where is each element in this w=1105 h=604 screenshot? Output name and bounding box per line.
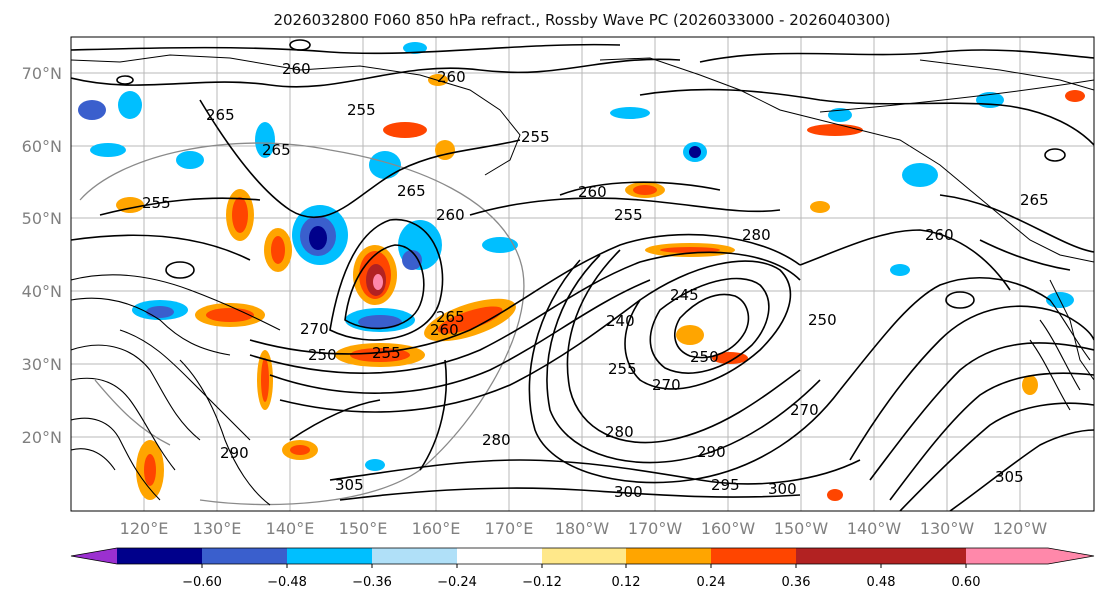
contour-label: 280 <box>742 226 771 244</box>
lon-tick-label: 160°W <box>701 519 756 538</box>
contour-label: 255 <box>608 360 637 378</box>
lon-tick-label: 120°E <box>120 519 169 538</box>
colorbar-tick-label: −0.24 <box>437 575 477 590</box>
contour-label: 245 <box>670 286 699 304</box>
filled-anomalies <box>78 42 1085 501</box>
colorbar-outline <box>70 547 1095 565</box>
lat-tick-label: 20°N <box>22 428 62 447</box>
contour-label: 270 <box>790 401 819 419</box>
colorbar-bin <box>287 548 372 564</box>
lat-tick-label: 60°N <box>22 137 62 156</box>
contour-label: 255 <box>347 101 376 119</box>
colorbar-bin <box>626 548 711 564</box>
contour-label: 250 <box>308 346 337 364</box>
lon-tick-label: 170°W <box>628 519 683 538</box>
colorbar-tick-label: −0.48 <box>267 575 307 590</box>
colorbar-bin <box>542 548 626 564</box>
lat-axis: 70°N 60°N 50°N 40°N 30°N 20°N <box>22 64 62 447</box>
map-content <box>71 37 1094 511</box>
colorbar-ticks <box>201 564 967 568</box>
lat-tick-label: 70°N <box>22 64 62 83</box>
contour-label: 265 <box>397 182 426 200</box>
contour-label: 255 <box>372 344 401 362</box>
lon-tick-label: 130°E <box>193 519 242 538</box>
lon-tick-label: 140°E <box>266 519 315 538</box>
map-frame <box>70 36 1095 512</box>
lat-tick-label: 50°N <box>22 209 62 228</box>
colorbar-tick-label: 0.60 <box>952 575 981 590</box>
contour-label: 250 <box>690 348 719 366</box>
colorbar-bin <box>117 548 202 564</box>
lon-tick-label: 150°W <box>774 519 829 538</box>
contour-label: 250 <box>808 311 837 329</box>
contour-label: 240 <box>606 312 635 330</box>
lon-tick-label: 130°W <box>920 519 975 538</box>
contour-label: 260 <box>578 183 607 201</box>
colorbar-tick-label: −0.12 <box>522 575 562 590</box>
contour-label: 265 <box>1020 191 1049 209</box>
contour-label: 305 <box>335 476 364 494</box>
lon-tick-label: 170°E <box>485 519 534 538</box>
contour-label: 265 <box>436 308 465 326</box>
colorbar-tick-label: 0.48 <box>867 575 896 590</box>
colorbar-bin <box>202 548 287 564</box>
contour-label: 290 <box>220 444 249 462</box>
contour-label: 305 <box>995 468 1024 486</box>
contour-labels: 260 255 265 265 260 255 255 265 260 270 … <box>142 60 1049 501</box>
colorbar-tick-label: −0.60 <box>182 575 222 590</box>
contour-label: 265 <box>206 106 235 124</box>
colorbar-tick-label: 0.24 <box>697 575 726 590</box>
contour-label: 265 <box>262 141 291 159</box>
contour-label: 260 <box>436 206 465 224</box>
contour-label: 300 <box>614 483 643 501</box>
colorbar-tick-label: 0.36 <box>782 575 811 590</box>
contour-label: 280 <box>482 431 511 449</box>
lat-tick-label: 40°N <box>22 282 62 301</box>
colorbar-bin <box>796 548 881 564</box>
map-title: 2026032800 F060 850 hPa refract., Rossby… <box>273 11 890 29</box>
lon-tick-label: 150°E <box>339 519 388 538</box>
colorbar-bin <box>881 548 966 564</box>
colorbar: −0.60 −0.48 −0.36 −0.24 −0.12 0.12 0.24 … <box>70 547 1095 590</box>
contours <box>71 39 1094 511</box>
contour-label: 290 <box>697 443 726 461</box>
lon-tick-label: 140°W <box>847 519 902 538</box>
lat-tick-label: 30°N <box>22 355 62 374</box>
contour-label: 280 <box>605 423 634 441</box>
contour-label: 255 <box>614 206 643 224</box>
projection-halo <box>79 142 525 506</box>
contour-label: 255 <box>142 194 171 212</box>
colorbar-bin <box>711 548 796 564</box>
colorbar-tick-label: 0.12 <box>612 575 641 590</box>
lon-tick-label: 180°W <box>555 519 610 538</box>
lon-axis: 120°E 130°E 140°E 150°E 160°E 170°E 180°… <box>120 519 1048 538</box>
lon-tick-label: 120°W <box>993 519 1048 538</box>
contour-label: 255 <box>521 128 550 146</box>
lon-tick-label: 160°E <box>412 519 461 538</box>
colorbar-bin <box>372 548 457 564</box>
colorbar-tick-label: −0.36 <box>352 575 392 590</box>
colorbar-extend-low <box>71 548 117 564</box>
contour-label: 260 <box>437 68 466 86</box>
contour-label: 260 <box>925 226 954 244</box>
contour-label: 295 <box>711 476 740 494</box>
coastlines <box>71 54 1094 381</box>
contour-label: 260 <box>430 321 459 339</box>
contour-label: 300 <box>768 480 797 498</box>
contour-label: 270 <box>300 320 329 338</box>
contour-label: 260 <box>282 60 311 78</box>
contour-label: 270 <box>652 376 681 394</box>
colorbar-bin <box>457 548 542 564</box>
